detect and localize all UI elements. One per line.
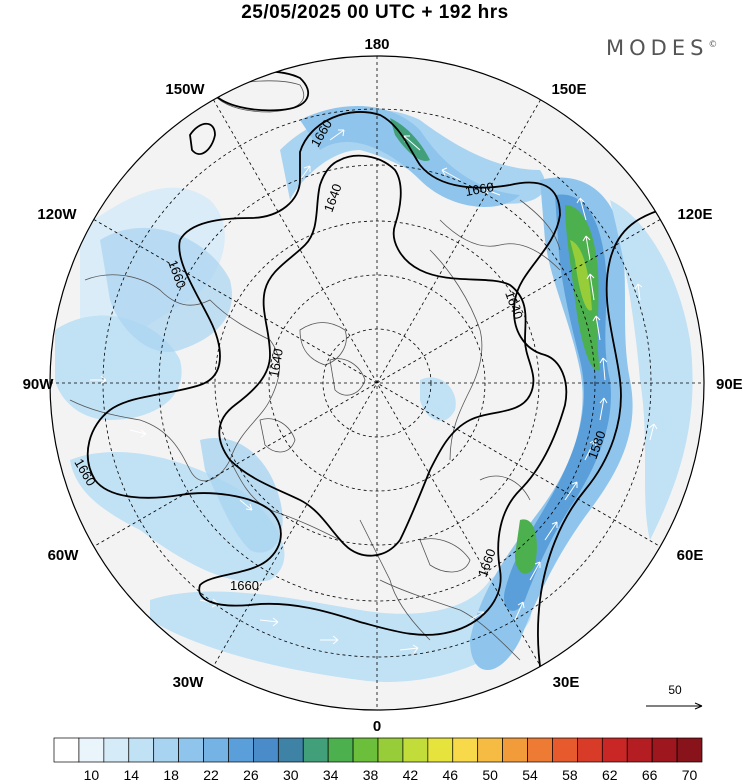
lon-label-180: 180 [364, 36, 389, 53]
lon-label-90e: 90E [716, 376, 743, 393]
colorbar-label: 58 [562, 767, 578, 782]
colorbar-swatch [402, 737, 429, 763]
colorbar-label: 70 [682, 767, 698, 782]
wind-speed-shading [55, 106, 693, 682]
lon-label-30e: 30E [553, 674, 580, 691]
reference-vector: 50 [646, 683, 703, 710]
colorbar-swatch [477, 737, 503, 763]
lon-label-90w: 90W [23, 376, 55, 393]
lon-label-120e: 120E [677, 206, 712, 223]
colorbar-swatch [626, 737, 653, 763]
lon-label-60e: 60E [677, 547, 704, 564]
colorbar-label: 22 [203, 767, 219, 782]
brand-logo: MODES© [606, 36, 717, 60]
colorbar-swatch [228, 737, 254, 763]
copyright-mark: © [708, 40, 718, 50]
colorbar-swatch [302, 737, 329, 763]
colorbar-label: 18 [163, 767, 179, 782]
map-title: 25/05/2025 00 UTC + 192 hrs [241, 2, 509, 23]
colorbar-swatch [352, 737, 379, 763]
wind-vectors [90, 129, 658, 654]
colorbar-label: 30 [283, 767, 299, 782]
height-contours [86, 70, 701, 701]
colorbar-swatch [676, 737, 703, 763]
meridians [50, 56, 704, 710]
colorbar-label: 66 [642, 767, 658, 782]
lon-label-60w: 60W [48, 547, 80, 564]
colorbar-swatch [527, 737, 553, 763]
colorbar-swatch [601, 737, 628, 763]
colorbar-swatch [552, 737, 578, 763]
colorbar-swatch [53, 737, 80, 763]
colorbar-label: 26 [243, 767, 259, 782]
lon-label-150e: 150E [551, 81, 586, 98]
colorbar-label: 62 [602, 767, 618, 782]
colorbar-label: 50 [482, 767, 498, 782]
colorbar-swatch [128, 737, 155, 763]
colorbar: 10 14 18 22 26 30 34 38 42 46 50 54 58 62 66 70 [53, 737, 703, 782]
colorbar-swatch [502, 737, 528, 763]
colorbar-swatch [427, 737, 454, 763]
lon-label-0: 0 [373, 718, 381, 735]
lon-label-150w: 150W [165, 81, 205, 98]
colorbar-swatch [577, 737, 603, 763]
contour-label: 1640 [266, 347, 286, 378]
colorbar-label: 34 [323, 767, 339, 782]
colorbar-swatch [78, 737, 105, 763]
colorbar-swatch [277, 737, 304, 763]
brand-name: MODES [606, 36, 709, 60]
contour-label: 1660 [464, 179, 495, 199]
map-border [49, 55, 705, 711]
colorbar-label: 14 [123, 767, 139, 782]
colorbar-swatch [178, 737, 204, 763]
colorbar-swatch [452, 737, 479, 763]
contour-label: 1660 [230, 578, 259, 593]
colorbar-swatch [651, 737, 678, 763]
reference-vector-arrowhead [694, 702, 703, 710]
colorbar-label: 42 [403, 767, 419, 782]
colorbar-swatch [103, 737, 130, 763]
colorbar-label: 54 [522, 767, 538, 782]
colorbar-swatch [203, 737, 229, 763]
colorbar-swatch [327, 737, 354, 763]
colorbar-swatch [253, 737, 279, 763]
colorbar-label: 46 [442, 767, 458, 782]
reference-vector-label: 50 [668, 683, 682, 697]
colorbar-swatch [377, 737, 404, 763]
longitude-labels: 180 0 90W 90E 150W 120W 150E 120E 60W 30… [23, 36, 743, 735]
lon-label-30w: 30W [173, 674, 205, 691]
coastlines [69, 80, 561, 661]
colorbar-label: 38 [363, 767, 379, 782]
colorbar-swatch [153, 737, 179, 763]
lon-label-120w: 120W [37, 206, 77, 223]
colorbar-label: 10 [84, 767, 100, 782]
